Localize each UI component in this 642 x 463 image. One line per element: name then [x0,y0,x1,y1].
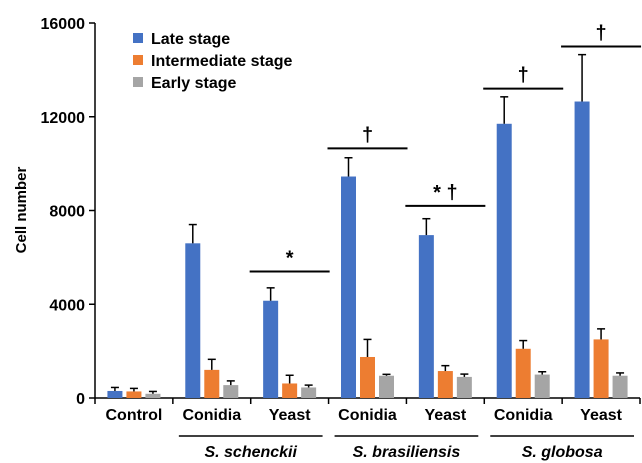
bar [612,375,628,398]
y-tick-label: 0 [76,391,85,408]
bar [379,375,394,398]
significance-mark: * [286,247,294,269]
legend-label: Late stage [151,31,230,48]
legend-swatch [133,77,143,87]
significance-mark: † [362,124,373,146]
x-tick-label: Control [105,407,162,424]
bar [496,123,512,398]
bar [515,348,531,398]
legend-label: Intermediate stage [151,53,292,70]
bar [145,393,161,398]
x-tick-label: Yeast [269,407,311,424]
x-tick-label: Conidia [338,407,397,424]
bar [223,385,239,398]
x-tick-label: Yeast [424,407,466,424]
legend-swatch [133,55,143,65]
legend-label: Early stage [151,75,236,92]
bar [185,243,201,398]
y-axis-title: Cell number [13,166,30,253]
bar [593,339,609,398]
y-tick-label: 8000 [49,204,85,221]
axes: 0 4000 8000 12000 16000 [41,16,641,408]
group-labels: S. schenckii S. brasiliensis S. globosa [178,435,634,461]
bar [263,300,279,398]
significance-mark: † [596,22,607,44]
bar [360,356,375,398]
bar [204,369,220,398]
x-tick-label: Conidia [182,407,241,424]
group-label: S. schenckii [204,444,297,461]
group-label: S. globosa [522,444,603,461]
bar [534,374,550,398]
y-tick-label: 4000 [49,297,85,314]
error-bars [110,53,625,394]
group-label: S. brasiliensis [353,444,461,461]
bar [456,376,472,398]
bar [574,101,590,398]
bar [126,391,142,398]
bar [107,390,123,398]
legend-swatch [133,33,143,43]
y-tick-label: 12000 [41,110,86,127]
significance-mark: † [518,65,529,87]
bar [282,383,298,398]
x-tick-label: Yeast [580,407,622,424]
bar [437,371,453,398]
x-tick-label: Conidia [494,407,553,424]
bar [341,176,356,398]
bar [418,235,434,398]
significance-mark: * † [433,182,457,204]
legend: Late stage Intermediate stage Early stage [133,31,292,92]
category-labels: Control Conidia Yeast Conidia Yeast Conidia Ye… [105,407,622,424]
bar [301,387,317,398]
bars [107,101,628,398]
significance-annotations: * † * † † † [249,22,642,273]
y-tick-label: 16000 [41,16,86,33]
